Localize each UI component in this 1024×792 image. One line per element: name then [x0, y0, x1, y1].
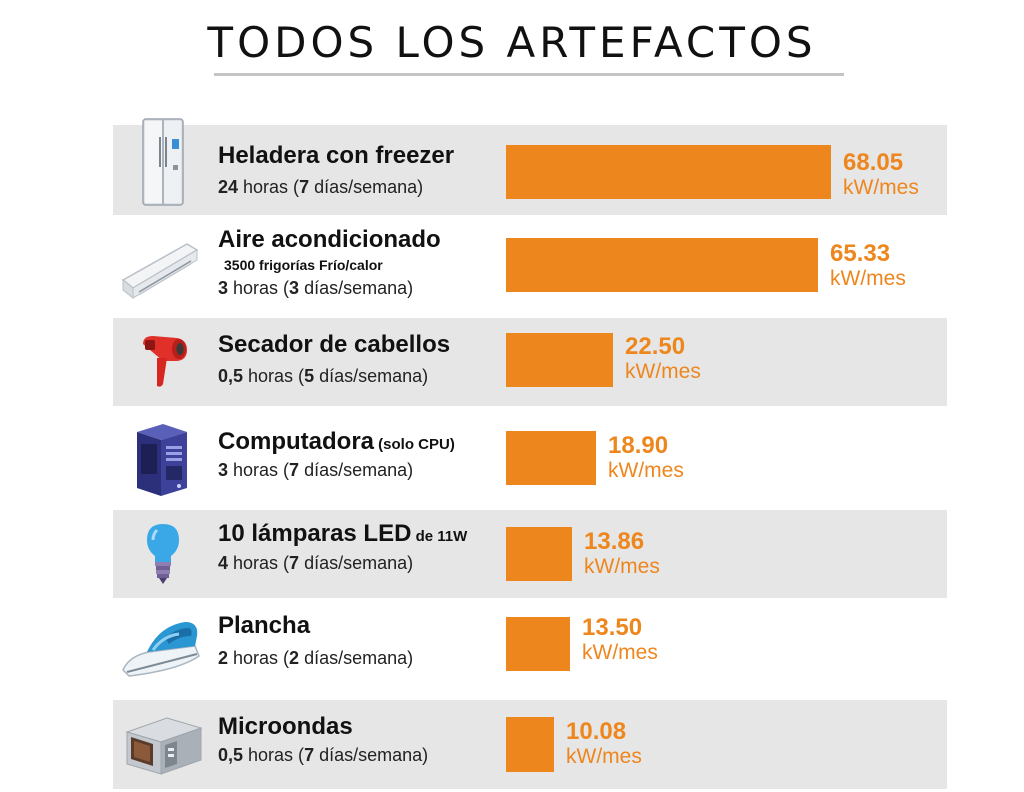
usage-hours-text: horas (	[228, 460, 290, 480]
air-conditioner-icon	[113, 222, 213, 310]
consumption-bar	[506, 527, 572, 581]
usage-hours: 4	[218, 553, 229, 573]
usage-days-text: días/semana)	[314, 366, 429, 386]
bar-value-label: 68.05	[843, 149, 904, 176]
appliance-extra-spec: 3500 frigorías Frío/calor	[224, 257, 383, 273]
page-title: TODOS LOS ARTEFACTOS	[207, 18, 817, 67]
usage-hours: 3	[218, 278, 229, 298]
usage-days-text: días/semana)	[299, 278, 414, 298]
refrigerator-icon	[113, 118, 213, 215]
bar-unit-label: kW/mes	[625, 360, 701, 383]
usage-days-text: días/semana)	[299, 648, 414, 668]
consumption-bar	[506, 333, 613, 387]
usage-hours: 24	[218, 177, 239, 197]
appliance-row: Computadora (solo CPU) 3 horas (7 días/s…	[113, 414, 947, 502]
appliance-row: Microondas 0,5 horas (7 días/semana) 10.…	[113, 700, 947, 789]
usage-detail: 0,5 horas (5 días/semana)	[218, 366, 428, 387]
usage-hours-text: horas (	[243, 366, 305, 386]
bar-value-label: 10.08	[566, 718, 627, 745]
appliance-name: Plancha	[218, 612, 311, 639]
light-bulb-icon	[113, 510, 213, 598]
appliance-name: Microondas	[218, 713, 353, 740]
usage-days: 2	[289, 648, 300, 668]
usage-days-text: días/semana)	[314, 745, 429, 765]
usage-hours-text: horas (	[228, 648, 290, 668]
iron-icon	[113, 606, 213, 694]
usage-days-text: días/semana)	[299, 553, 414, 573]
bar-unit-label: kW/mes	[582, 641, 658, 664]
bar-unit-label: kW/mes	[830, 267, 906, 290]
bar-unit-label: kW/mes	[608, 459, 684, 482]
appliance-name: Heladera con freezer	[218, 142, 455, 169]
title-underline	[214, 73, 844, 76]
appliance-row: 10 lámparas LED de 11W 4 horas (7 días/s…	[113, 510, 947, 598]
usage-days: 7	[304, 745, 315, 765]
bar-value-label: 18.90	[608, 432, 669, 459]
hair-dryer-icon	[113, 318, 213, 406]
bar-value-label: 13.86	[584, 528, 645, 555]
usage-days: 5	[304, 366, 315, 386]
usage-detail: 3 horas (3 días/semana)	[218, 278, 413, 299]
usage-days-text: días/semana)	[299, 460, 414, 480]
bar-unit-label: kW/mes	[566, 745, 642, 768]
usage-detail: 3 horas (7 días/semana)	[218, 460, 413, 481]
usage-days-text: días/semana)	[309, 177, 424, 197]
consumption-bar	[506, 617, 570, 671]
appliance-row: Aire acondicionado 3500 frigorías Frío/c…	[113, 222, 947, 310]
appliance-name: 10 lámparas LED	[218, 520, 412, 547]
appliance-name: Computadora	[218, 428, 374, 455]
usage-days: 3	[289, 278, 300, 298]
computer-tower-icon	[113, 414, 213, 502]
usage-hours: 0,5	[218, 745, 244, 765]
usage-days: 7	[299, 177, 310, 197]
usage-days: 7	[289, 553, 300, 573]
bar-unit-label: kW/mes	[843, 176, 919, 199]
appliance-row: Heladera con freezer 24 horas (7 días/se…	[113, 118, 947, 215]
bar-value-label: 22.50	[625, 333, 686, 360]
usage-hours: 0,5	[218, 366, 244, 386]
consumption-bar	[506, 238, 818, 292]
consumption-bar	[506, 431, 596, 485]
usage-detail: 4 horas (7 días/semana)	[218, 553, 413, 574]
usage-detail: 24 horas (7 días/semana)	[218, 177, 423, 198]
usage-hours-text: horas (	[243, 745, 305, 765]
microwave-icon	[113, 700, 213, 789]
appliance-name-suffix: (solo CPU)	[374, 436, 455, 453]
consumption-bar	[506, 717, 554, 772]
usage-days: 7	[289, 460, 300, 480]
consumption-bar	[506, 145, 831, 199]
appliance-name: Aire acondicionado	[218, 226, 441, 253]
appliance-name-suffix: de 11W	[411, 528, 468, 545]
usage-detail: 2 horas (2 días/semana)	[218, 648, 413, 669]
bar-value-label: 13.50	[582, 614, 643, 641]
usage-hours: 3	[218, 460, 229, 480]
usage-hours-text: horas (	[228, 278, 290, 298]
usage-hours-text: horas (	[228, 553, 290, 573]
appliance-name: Secador de cabellos	[218, 331, 451, 358]
bar-value-label: 65.33	[830, 240, 891, 267]
usage-hours: 2	[218, 648, 229, 668]
usage-hours-text: horas (	[238, 177, 300, 197]
usage-detail: 0,5 horas (7 días/semana)	[218, 745, 428, 766]
appliance-row: Plancha 2 horas (2 días/semana) 13.50 kW…	[113, 606, 947, 694]
appliance-row: Secador de cabellos 0,5 horas (5 días/se…	[113, 318, 947, 406]
bar-unit-label: kW/mes	[584, 555, 660, 578]
